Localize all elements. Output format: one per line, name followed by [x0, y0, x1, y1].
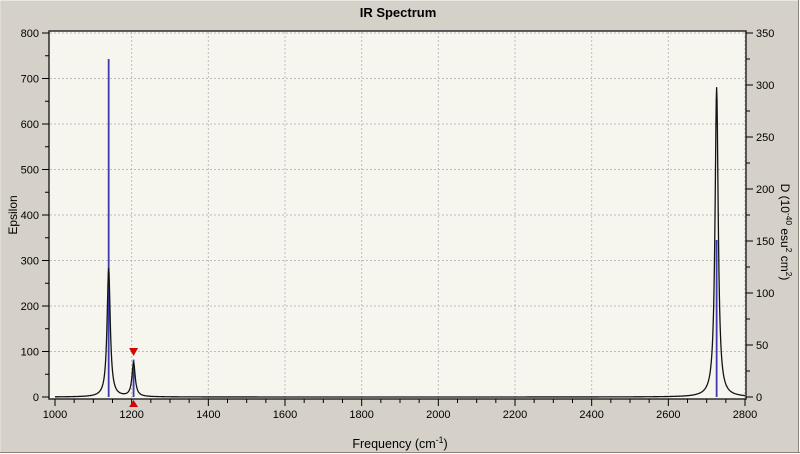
right-tick-label: 0: [756, 392, 762, 404]
right-tick-label: 350: [756, 28, 774, 40]
x-tick-label: 2600: [656, 409, 680, 421]
x-tick-label: 2400: [579, 409, 603, 421]
x-tick-label: 2200: [503, 409, 527, 421]
right-tick-label: 150: [756, 236, 774, 248]
left-axis-label: Epsilon: [6, 195, 20, 235]
label-text: ): [443, 437, 448, 452]
label-text: cm: [778, 252, 792, 272]
selected-peak-markers: [129, 348, 139, 407]
superscript: -40: [784, 212, 794, 226]
left-tick-label: 100: [21, 347, 39, 359]
x-tick-label: 1400: [196, 409, 220, 421]
right-tick-label: 300: [756, 80, 774, 92]
peak-marker-top[interactable]: [129, 348, 139, 357]
left-tick-label: 200: [21, 301, 39, 313]
x-tick-label: 2800: [733, 409, 757, 421]
x-tick-label: 1600: [273, 409, 297, 421]
grid-lines: [50, 32, 746, 398]
axis-ticks: [42, 32, 753, 406]
right-tick-label: 250: [756, 132, 774, 144]
right-tick-label: 100: [756, 288, 774, 300]
right-tick-label: 200: [756, 184, 774, 196]
right-tick-label: 50: [756, 340, 768, 352]
left-tick-label: 800: [21, 28, 39, 40]
x-tick-label: 1800: [349, 409, 373, 421]
label-text: ): [778, 276, 792, 281]
x-tick-label: 1200: [119, 409, 143, 421]
left-tick-label: 600: [21, 119, 39, 131]
label-text: esu: [778, 225, 792, 248]
x-tick-label: 2000: [426, 409, 450, 421]
left-tick-label: 300: [21, 256, 39, 268]
left-tick-label: 0: [33, 392, 39, 404]
chart-title: IR Spectrum: [359, 5, 437, 20]
left-tick-label: 400: [21, 210, 39, 222]
left-tick-label: 500: [21, 165, 39, 177]
plot-area[interactable]: [49, 31, 746, 399]
label-text: D (10: [778, 183, 792, 213]
peak-marker-bottom[interactable]: [129, 400, 139, 407]
epsilon-curve: [54, 86, 746, 398]
right-axis-label: D (10-40 esu2 cm2): [778, 184, 794, 281]
superscript: -1: [435, 434, 444, 445]
tick-labels: 1000 1200 1400 1600 1800 2000 2200 2400 2600 2800…: [21, 28, 775, 421]
x-tick-label: 1000: [43, 409, 67, 421]
x-axis-label: Frequency (cm-1): [352, 435, 447, 451]
label-text: Frequency (cm: [352, 437, 436, 452]
left-tick-label: 700: [21, 74, 39, 86]
